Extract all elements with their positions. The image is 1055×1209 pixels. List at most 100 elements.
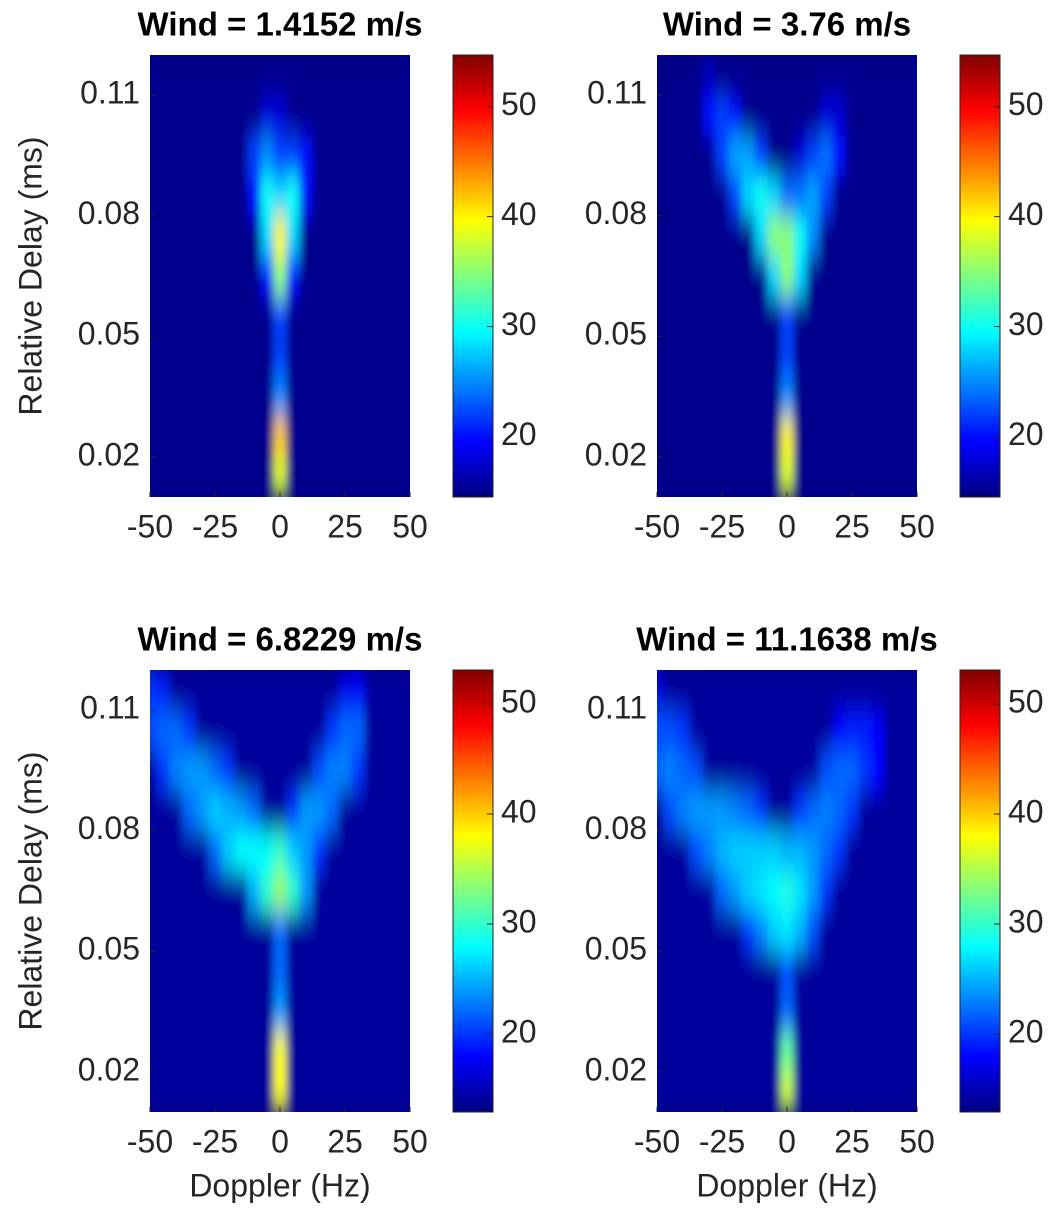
heatmap-cell — [390, 1031, 404, 1073]
heatmap-cell — [702, 215, 716, 257]
heatmap-cell — [260, 951, 274, 992]
heatmap-cell — [351, 790, 365, 832]
heatmap-cell — [150, 336, 157, 377]
heatmap-cell — [806, 1031, 820, 1073]
heatmap-cell — [312, 750, 326, 792]
heatmap-cell — [754, 336, 768, 377]
heatmap-cell — [351, 911, 365, 952]
heatmap-cell — [221, 750, 235, 792]
heatmap-cell — [741, 296, 755, 337]
heatmap-cell — [299, 336, 313, 377]
heatmap-cell — [169, 55, 183, 96]
heatmap-cell — [728, 336, 742, 377]
x-axis-label: Doppler (Hz) — [189, 1167, 370, 1203]
heatmap-cell — [182, 55, 196, 96]
heatmap-cell — [715, 951, 729, 992]
heatmap-cell — [286, 830, 300, 872]
heatmap-cell — [247, 1031, 261, 1073]
heatmap-cell — [741, 911, 755, 952]
heatmap-cell — [910, 255, 917, 297]
heatmap-cell — [221, 416, 235, 458]
heatmap-cell — [208, 95, 222, 136]
heatmap-cell — [858, 830, 872, 872]
heatmap-cell — [286, 55, 300, 96]
heatmap-cell — [338, 135, 352, 177]
heatmap-cell — [364, 336, 378, 377]
heatmap-cell — [767, 1071, 781, 1112]
heatmap-cell — [150, 255, 157, 297]
heatmap-cell — [150, 951, 157, 992]
heatmap-cell — [676, 336, 690, 377]
heatmap-cell — [260, 215, 274, 257]
heatmap-cell — [150, 1071, 157, 1112]
heatmap-cell — [819, 991, 833, 1033]
heatmap-cell — [806, 416, 820, 458]
heatmap-cell — [728, 991, 742, 1033]
heatmap-cell — [364, 55, 378, 96]
heatmap-cell — [728, 416, 742, 458]
heatmap-cell — [819, 1031, 833, 1073]
heatmap-cell — [663, 870, 677, 912]
x-tick-label: 50 — [392, 1123, 428, 1159]
heatmap-cell — [858, 55, 872, 96]
heatmap-cell — [182, 215, 196, 257]
x-tick-label: 0 — [271, 508, 289, 544]
y-tick-label: 0.05 — [78, 316, 140, 352]
heatmap-cell — [208, 215, 222, 257]
heatmap-cell — [221, 830, 235, 872]
heatmap-cell — [338, 1071, 352, 1112]
heatmap-cell — [715, 1071, 729, 1112]
heatmap-cell — [247, 790, 261, 832]
heatmap-cell — [832, 951, 846, 992]
heatmap-cell — [182, 135, 196, 177]
heatmap-cell — [793, 670, 807, 711]
heatmap-cell — [338, 750, 352, 792]
heatmap-cell — [728, 135, 742, 177]
heatmap-cell — [767, 55, 781, 96]
heatmap-cell — [195, 750, 209, 792]
heatmap-cell — [845, 830, 859, 872]
heatmap-cell — [657, 911, 664, 952]
heatmap-cell — [845, 336, 859, 377]
heatmap-cell — [377, 215, 391, 257]
heatmap-cell — [715, 55, 729, 96]
heatmap-cell — [715, 255, 729, 297]
heatmap-cell — [780, 911, 794, 952]
heatmap-cell — [845, 55, 859, 96]
heatmap-cell — [377, 376, 391, 418]
heatmap-cell — [676, 456, 690, 497]
heatmap-cell — [676, 175, 690, 217]
heatmap-cell — [338, 55, 352, 96]
panel-title: Wind = 1.4152 m/s — [138, 6, 423, 43]
heatmap-cell — [195, 951, 209, 992]
heatmap-cell — [273, 710, 287, 751]
heatmap-cell — [871, 215, 885, 257]
heatmap-cell — [884, 951, 898, 992]
heatmap-cell — [351, 830, 365, 872]
heatmap-cell — [338, 215, 352, 257]
heatmap-cell — [871, 95, 885, 136]
heatmap-cell — [169, 790, 183, 832]
heatmap-cell — [767, 870, 781, 912]
heatmap-cell — [377, 55, 391, 96]
heatmap-cell — [150, 135, 157, 177]
heatmap-cell — [338, 175, 352, 217]
heatmap-cell — [897, 1071, 911, 1112]
heatmap-cell — [403, 456, 410, 497]
heatmap-cell — [312, 175, 326, 217]
heatmap-cell — [150, 175, 157, 217]
heatmap-cell — [676, 55, 690, 96]
heatmap-cell — [312, 296, 326, 337]
heatmap-cell — [845, 991, 859, 1033]
heatmap-cell — [338, 670, 352, 711]
heatmap-cell — [299, 255, 313, 297]
heatmap-cell — [871, 1031, 885, 1073]
heatmap-cell — [169, 830, 183, 872]
heatmap-cell — [702, 790, 716, 832]
heatmap-cell — [273, 456, 287, 497]
heatmap-cell — [273, 750, 287, 792]
heatmap-cell — [897, 296, 911, 337]
heatmap-cell — [689, 830, 703, 872]
heatmap-cell — [897, 336, 911, 377]
heatmap-cell — [689, 991, 703, 1033]
